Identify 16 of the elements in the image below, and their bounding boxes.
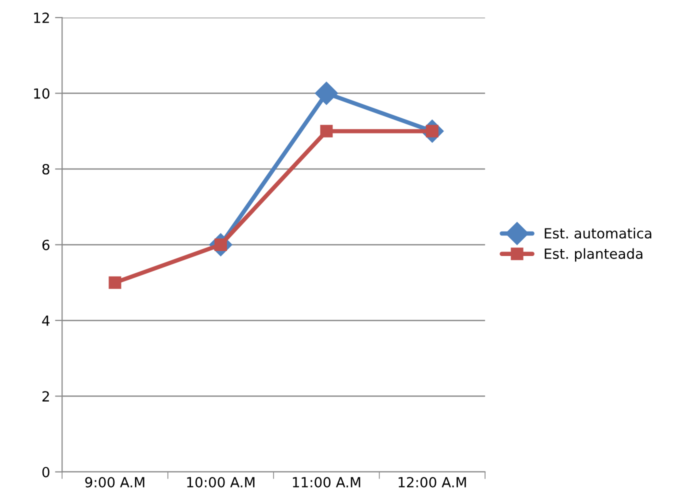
y-tick-label: 4: [42, 316, 50, 326]
x-tick-label: 10:00 A.M: [187, 476, 254, 488]
x-tick-label: 9:00 A.M: [85, 476, 144, 488]
x-tick-label: 11:00 A.M: [292, 476, 360, 488]
legend-label: Est. automatica: [544, 228, 652, 239]
y-tick-label: 6: [42, 240, 50, 250]
y-tick-label: 2: [42, 391, 49, 402]
y-tick-label: 12: [34, 12, 49, 23]
legend-label: Est. planteada: [544, 248, 642, 262]
y-tick-label: 0: [42, 466, 50, 478]
point: [108, 276, 122, 289]
y-tick-label: 8: [42, 164, 50, 174]
point: [314, 82, 338, 105]
y-tick-label: 10: [34, 88, 50, 99]
point: [320, 124, 333, 138]
x-tick-label: 12:00 A.M: [398, 476, 466, 488]
